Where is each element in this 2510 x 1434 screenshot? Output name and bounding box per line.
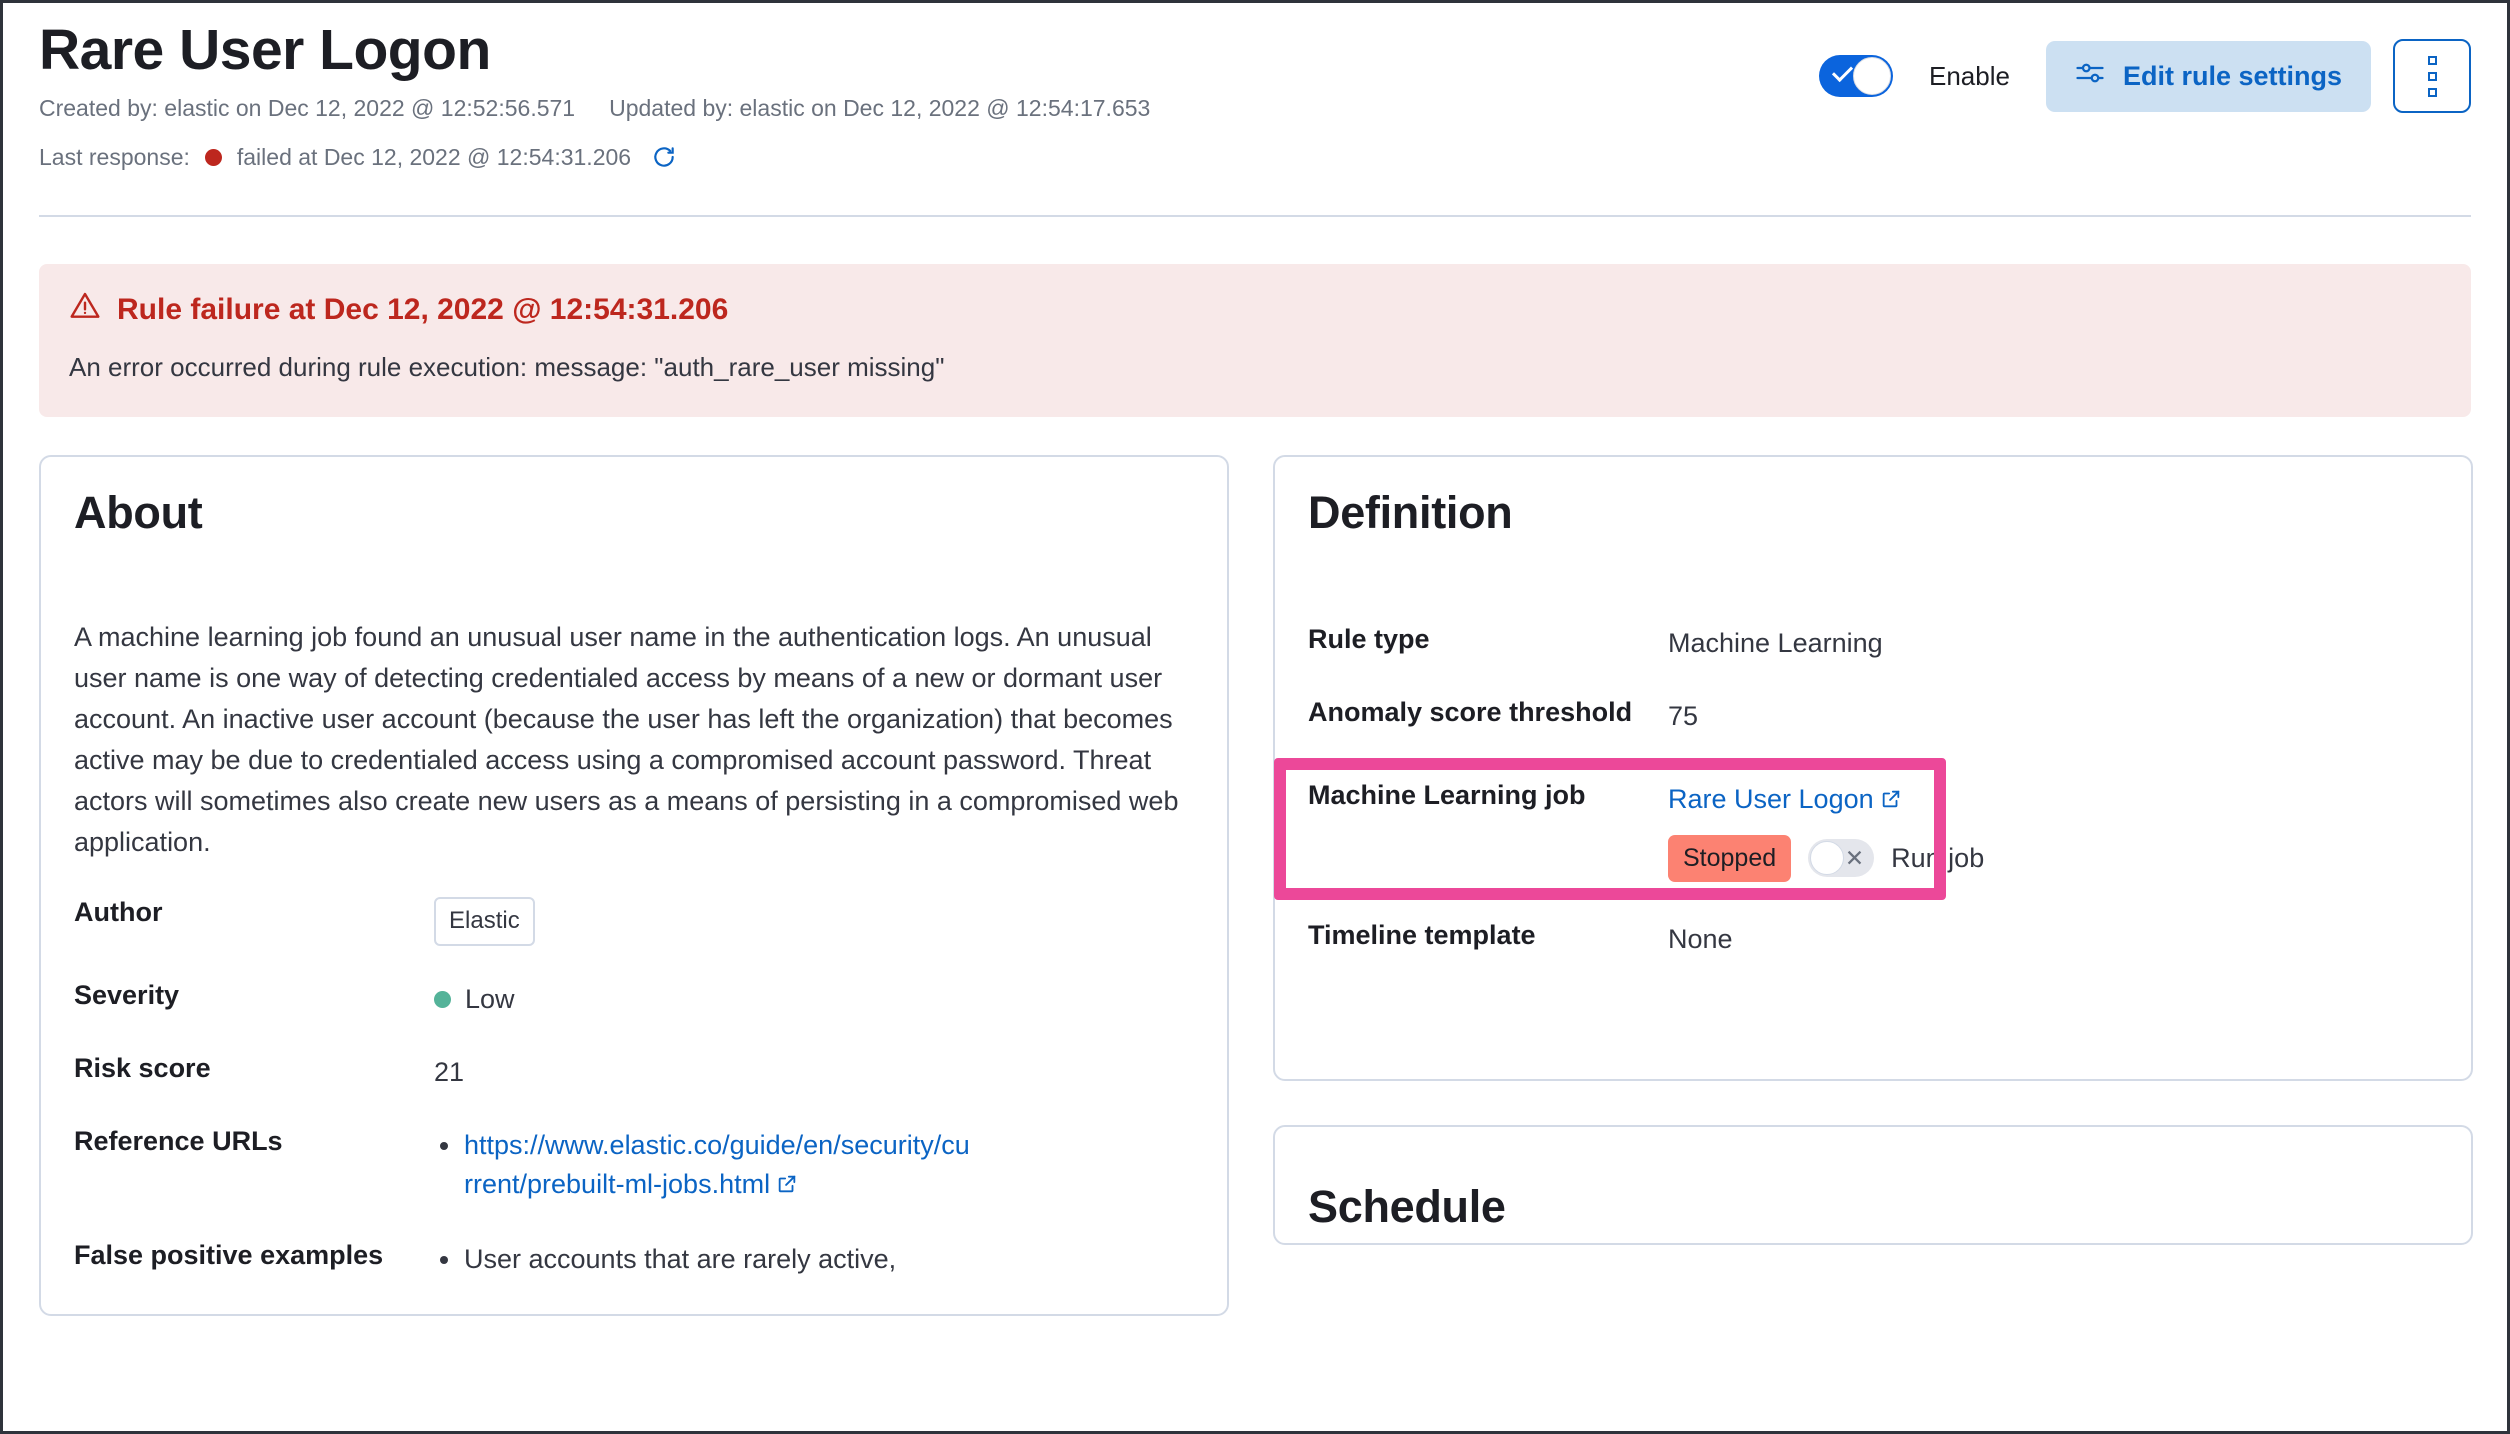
- rule-type-label: Rule type: [1308, 623, 1430, 654]
- toggle-knob: [1852, 57, 1891, 95]
- rule-failure-callout: Rule failure at Dec 12, 2022 @ 12:54:31.…: [39, 263, 2471, 417]
- kebab-dot-icon: [2427, 87, 2437, 97]
- about-field-author: Author Elastic: [74, 897, 1194, 946]
- toggle-knob: [1810, 841, 1845, 876]
- warning-icon: [69, 290, 101, 330]
- header-actions: Enable Edit rule settings: [1818, 39, 2471, 113]
- status-dot-icon: [204, 148, 222, 166]
- panels-grid: About A machine learning job found an un…: [39, 454, 2473, 1316]
- more-actions-button[interactable]: [2393, 39, 2471, 113]
- machine-learning-job-label: Machine Learning job: [1308, 780, 1586, 811]
- risk-score-label: Risk score: [74, 1052, 211, 1083]
- timeline-template-value: None: [1668, 923, 1733, 954]
- false-positive-label: False positive examples: [74, 1240, 384, 1271]
- about-field-reference-urls: Reference URLs https://www.elastic.co/gu…: [74, 1126, 1194, 1206]
- last-response-label: Last response:: [39, 143, 190, 170]
- about-description: A machine learning job found an unusual …: [74, 621, 1179, 857]
- external-link-icon: [776, 1167, 798, 1206]
- about-column: About A machine learning job found an un…: [39, 454, 1229, 1316]
- severity-text: Low: [465, 983, 515, 1014]
- page-title: Rare User Logon: [39, 18, 491, 82]
- sliders-icon: [2075, 58, 2105, 95]
- machine-learning-job-link[interactable]: Rare User Logon: [1668, 784, 1874, 815]
- schedule-panel-title: Schedule: [1308, 1180, 1506, 1232]
- kebab-dot-icon: [2427, 71, 2437, 81]
- about-panel: About A machine learning job found an un…: [39, 454, 1229, 1316]
- about-field-risk-score: Risk score 21: [74, 1053, 1194, 1092]
- header-divider: [39, 214, 2471, 217]
- severity-label: Severity: [74, 979, 180, 1010]
- list-item: User accounts that are rarely active,: [434, 1240, 896, 1279]
- author-value: Elastic: [434, 897, 535, 946]
- edit-rule-settings-button[interactable]: Edit rule settings: [2045, 40, 2371, 112]
- false-positive-list: User accounts that are rarely active,: [434, 1240, 896, 1279]
- list-item: https://www.elastic.co/guide/en/security…: [434, 1126, 974, 1206]
- schedule-panel: Schedule: [1273, 1124, 2473, 1245]
- rule-failure-title: Rule failure at Dec 12, 2022 @ 12:54:31.…: [117, 292, 729, 326]
- run-job-label: Run job: [1891, 842, 1985, 873]
- rule-failure-message: An error occurred during rule execution:…: [69, 351, 945, 382]
- run-job-toggle[interactable]: ✕: [1808, 839, 1875, 878]
- external-link-icon: [1880, 782, 1902, 821]
- definition-field-ml-job: Machine Learning job Rare User Logon Sto…: [1308, 780, 2438, 882]
- ml-job-controls-row: Stopped ✕ Run job: [1668, 835, 1985, 882]
- page-header: Rare User Logon Created by: elastic on D…: [39, 3, 2471, 217]
- enable-rule-toggle[interactable]: [1818, 55, 1893, 97]
- definition-field-timeline-template: Timeline template None: [1308, 920, 2438, 959]
- about-panel-title: About: [74, 486, 203, 538]
- definition-field-anomaly-threshold: Anomaly score threshold 75: [1308, 697, 2438, 736]
- last-response-status: failed at Dec 12, 2022 @ 12:54:31.206: [236, 143, 632, 170]
- status-badge: Stopped: [1668, 835, 1792, 882]
- about-field-false-positives: False positive examples User accounts th…: [74, 1240, 1194, 1279]
- kebab-dot-icon: [2427, 55, 2437, 65]
- definition-field-rule-type: Rule type Machine Learning: [1308, 624, 2438, 663]
- author-label: Author: [74, 897, 163, 928]
- definition-panel: Definition Rule type Machine Learning An…: [1273, 454, 2473, 1081]
- page-content: Rare User Logon Created by: elastic on D…: [3, 3, 2507, 1431]
- severity-dot-icon: [434, 990, 451, 1008]
- reference-urls-label: Reference URLs: [74, 1126, 283, 1157]
- reference-urls-list: https://www.elastic.co/guide/en/security…: [434, 1126, 974, 1206]
- anomaly-score-threshold-value: 75: [1668, 700, 1699, 731]
- author-badge: Elastic: [434, 897, 535, 946]
- definition-column: Definition Rule type Machine Learning An…: [1273, 454, 2473, 1245]
- close-icon: ✕: [1844, 845, 1865, 872]
- edit-rule-settings-label: Edit rule settings: [2122, 60, 2342, 91]
- timeline-template-label: Timeline template: [1308, 919, 1536, 950]
- check-icon: [1831, 60, 1854, 83]
- reference-url-link[interactable]: https://www.elastic.co/guide/en/security…: [464, 1130, 970, 1200]
- severity-value: Low: [434, 980, 515, 1019]
- refresh-icon[interactable]: [651, 144, 677, 170]
- definition-panel-title: Definition: [1308, 486, 1513, 538]
- rule-failure-title-row: Rule failure at Dec 12, 2022 @ 12:54:31.…: [69, 290, 2441, 330]
- last-response-row: Last response: failed at Dec 12, 2022 @ …: [39, 144, 2471, 171]
- enable-label: Enable: [1928, 60, 2010, 91]
- rule-type-value: Machine Learning: [1668, 627, 1883, 658]
- ml-job-link-row: Rare User Logon: [1668, 780, 1984, 821]
- risk-score-value: 21: [434, 1056, 465, 1087]
- created-by-text: Created by: elastic on Dec 12, 2022 @ 12…: [39, 94, 576, 121]
- updated-by-text: Updated by: elastic on Dec 12, 2022 @ 12…: [609, 94, 1151, 121]
- rule-meta: Created by: elastic on Dec 12, 2022 @ 12…: [39, 95, 2471, 122]
- anomaly-score-threshold-label: Anomaly score threshold: [1308, 696, 1633, 727]
- definition-panel-spacer: [1308, 959, 2438, 1045]
- about-field-severity: Severity Low: [74, 980, 1194, 1019]
